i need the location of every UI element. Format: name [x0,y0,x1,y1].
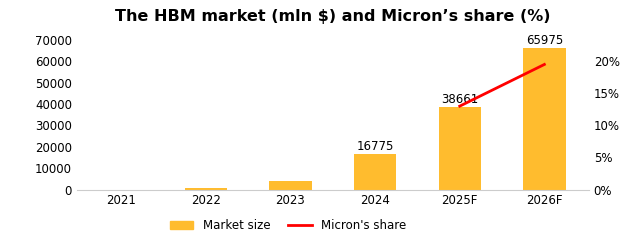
Legend: Market size, Micron's share: Market size, Micron's share [165,215,411,237]
Bar [524,48,566,190]
Bar [185,188,227,190]
Text: 16775: 16775 [356,139,394,153]
Text: 38661: 38661 [441,93,478,106]
Title: The HBM market (mln $) and Micron’s share (%): The HBM market (mln $) and Micron’s shar… [115,9,550,24]
Bar [269,181,312,190]
Bar [354,154,396,190]
Bar [438,107,481,190]
Text: 65975: 65975 [525,35,563,47]
